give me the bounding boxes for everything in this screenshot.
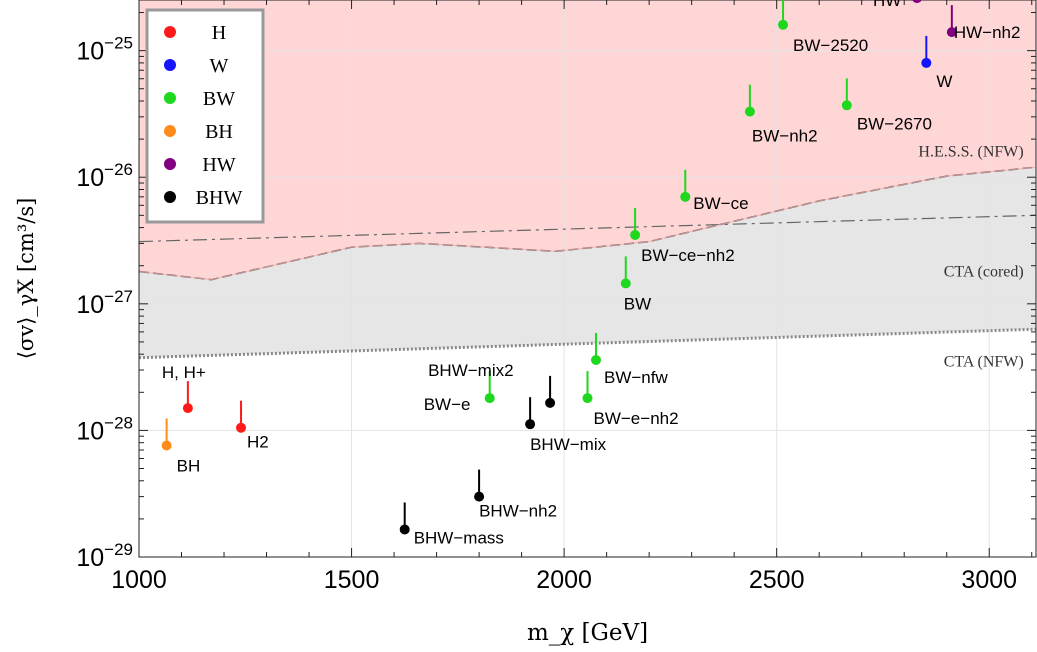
legend-marker — [164, 158, 176, 170]
cta-sensitivity-region — [139, 167, 1036, 358]
y-axis-title: ⟨σv⟩_γX [cm³/s] — [14, 198, 38, 360]
point-label: BHW−mix — [530, 435, 607, 454]
point-label: BW−nh2 — [752, 127, 818, 146]
point-label: HW — [873, 0, 901, 10]
data-point — [484, 393, 495, 404]
point-label: BW — [624, 294, 651, 313]
plot-border — [138, 0, 1037, 558]
shaded-regions — [139, 0, 1036, 358]
point-label: BH — [177, 456, 201, 475]
limit-labels: H.E.S.S. (NFW) CTA (cored) CTA (NFW) — [918, 143, 1023, 370]
point-label: HW−nh2 — [954, 23, 1021, 42]
data-point — [161, 440, 172, 451]
data-point — [474, 491, 485, 502]
point-label: H2 — [247, 433, 269, 452]
legend-label: H — [212, 22, 226, 44]
limit-label: H.E.S.S. (NFW) — [918, 143, 1023, 160]
x-axis-title: m_χ [GeV] — [527, 620, 648, 646]
y-tick-label: 10−27 — [76, 287, 133, 319]
limit-curves — [139, 166, 1036, 360]
legend-marker — [164, 92, 176, 104]
data-point — [582, 393, 593, 404]
point-label: BW−2520 — [793, 36, 868, 55]
point-label: BW−e — [424, 395, 471, 414]
legend: HW BW BH HW BHW — [145, 8, 265, 224]
point-label: W — [936, 72, 952, 91]
legend-box — [145, 8, 265, 224]
y-tick-label: 10−29 — [76, 540, 133, 572]
legend-label: BW — [203, 88, 235, 110]
point-label: BW−ce−nh2 — [641, 246, 735, 265]
data-point — [778, 19, 789, 30]
legend-marker — [164, 125, 176, 137]
data-point — [841, 100, 852, 111]
data-points: H, H+ H2 W BW−2520 BW−2670 BW−nh2 BW−ce BW−ce−n… — [161, 0, 1021, 547]
point-label: BHW−mass — [414, 528, 504, 547]
excluded-boundary — [139, 166, 1036, 281]
y-tick-label: 10−28 — [76, 413, 133, 445]
point-label: H, H+ — [162, 363, 206, 382]
data-point — [591, 354, 602, 365]
data-point — [525, 419, 536, 430]
x-tick-label: 2500 — [749, 566, 805, 594]
data-point — [236, 422, 247, 433]
axis-ticks: 1000 1500 2000 2500 3000 10−29 10−28 10−27 10−26… — [76, 0, 1036, 594]
data-point — [921, 57, 932, 68]
point-label: BW−ce — [693, 194, 748, 213]
legend-label: BHW — [196, 187, 243, 209]
point-label: BW−e−nh2 — [594, 409, 679, 428]
data-point — [630, 229, 641, 240]
data-point — [912, 0, 922, 4]
data-point — [680, 191, 691, 202]
data-point — [744, 106, 755, 117]
x-tick-label: 2000 — [536, 566, 592, 594]
legend-label: HW — [202, 154, 235, 176]
data-point — [182, 403, 193, 414]
point-label: BW−2670 — [857, 114, 932, 133]
legend-marker — [164, 26, 176, 38]
excluded-region — [139, 0, 1036, 280]
legend-marker — [164, 191, 176, 203]
y-tick-label: 10−25 — [76, 34, 133, 66]
limit-label: CTA (cored) — [944, 264, 1024, 281]
legend-label: W — [210, 55, 229, 77]
legend-label: BH — [205, 121, 233, 143]
data-point — [399, 524, 410, 535]
limit-label: CTA (NFW) — [944, 354, 1024, 371]
axis-titles: m_χ [GeV] ⟨σv⟩_γX [cm³/s] — [14, 198, 648, 646]
data-point — [545, 397, 556, 408]
x-tick-label: 1500 — [324, 566, 380, 594]
legend-marker — [164, 59, 176, 71]
plot-frame — [138, 0, 1037, 558]
data-point — [946, 27, 957, 38]
data-point — [620, 278, 631, 289]
point-label: BW−nfw — [604, 368, 668, 387]
y-tick-label: 10−26 — [76, 160, 133, 192]
point-label: BHW−mix2 — [428, 361, 513, 380]
x-tick-label: 3000 — [961, 566, 1017, 594]
point-label: BHW−nh2 — [479, 502, 557, 521]
x-tick-label: 1000 — [111, 566, 167, 594]
limit-curve — [139, 327, 1036, 360]
